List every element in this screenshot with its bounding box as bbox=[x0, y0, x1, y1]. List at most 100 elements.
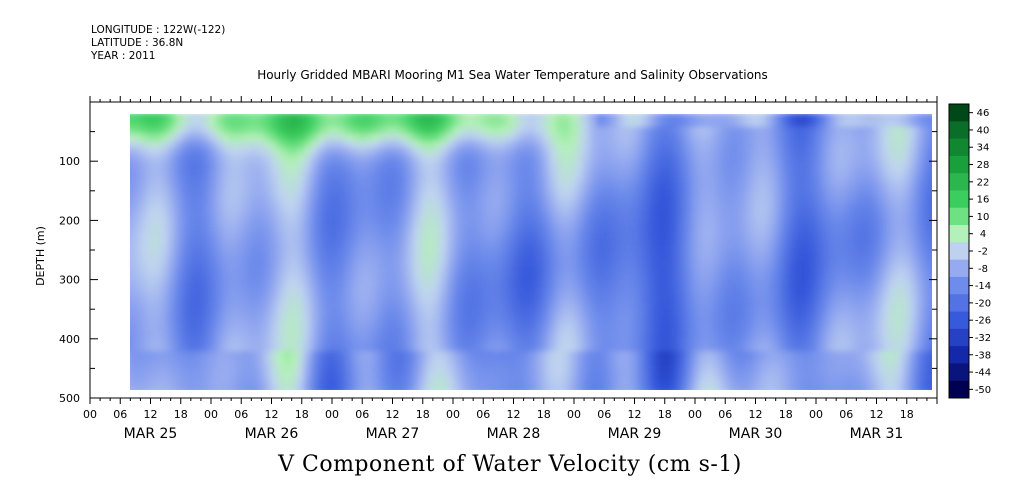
heat-cell bbox=[712, 386, 720, 390]
heat-cell bbox=[848, 168, 857, 177]
heat-cell bbox=[515, 189, 523, 198]
heat-cell bbox=[766, 351, 775, 359]
heat-cell bbox=[726, 358, 734, 367]
heat-cell bbox=[712, 175, 720, 184]
heat-cell bbox=[372, 126, 380, 135]
heat-cell bbox=[705, 351, 714, 359]
heat-cell bbox=[269, 344, 278, 352]
heat-cell bbox=[930, 114, 932, 121]
heat-cell bbox=[460, 295, 469, 303]
heat-cell bbox=[283, 372, 292, 381]
heat-cell bbox=[283, 217, 292, 226]
heat-cell bbox=[671, 161, 680, 170]
heat-cell bbox=[664, 344, 673, 352]
heat-cell bbox=[576, 238, 584, 247]
heat-cell bbox=[399, 309, 407, 317]
heat-cell bbox=[167, 295, 176, 303]
heat-cell bbox=[610, 140, 618, 149]
heat-cell bbox=[685, 386, 693, 390]
heat-cell bbox=[807, 196, 816, 205]
heat-cell bbox=[753, 365, 761, 374]
heat-cell bbox=[222, 224, 230, 233]
heat-cell bbox=[133, 330, 142, 338]
heat-cell bbox=[269, 295, 278, 303]
heat-cell bbox=[596, 119, 605, 128]
heat-cell bbox=[515, 351, 523, 359]
heat-cell bbox=[760, 323, 768, 331]
heat-cell bbox=[705, 168, 714, 177]
heat-cell bbox=[174, 140, 183, 149]
heat-cell bbox=[637, 168, 646, 177]
heat-cell bbox=[133, 274, 142, 282]
heat-cell bbox=[133, 372, 142, 381]
heat-cell bbox=[521, 379, 530, 388]
heat-cell bbox=[528, 196, 537, 205]
heat-cell bbox=[889, 238, 897, 247]
heat-cell bbox=[766, 252, 775, 261]
heat-cell bbox=[583, 274, 591, 282]
heat-cell bbox=[855, 203, 863, 212]
heat-cell bbox=[385, 259, 394, 268]
heat-cell bbox=[691, 274, 700, 282]
heat-cell bbox=[698, 372, 707, 381]
heat-cell bbox=[746, 126, 755, 135]
heat-cell bbox=[623, 302, 632, 310]
heat-cell bbox=[603, 189, 612, 198]
heat-cell bbox=[399, 266, 407, 275]
heat-cell bbox=[304, 365, 312, 374]
heat-cell bbox=[161, 168, 169, 177]
heat-cell bbox=[623, 238, 632, 247]
heat-cell bbox=[726, 386, 734, 390]
heat-cell bbox=[174, 323, 183, 331]
heat-cell bbox=[691, 182, 700, 191]
heat-cell bbox=[276, 217, 285, 226]
heat-cell bbox=[433, 161, 441, 170]
heat-cell bbox=[446, 351, 455, 359]
heat-cell bbox=[174, 259, 183, 268]
heat-cell bbox=[862, 147, 870, 156]
heat-cell bbox=[610, 161, 618, 170]
heat-cell bbox=[589, 252, 598, 261]
heat-cell bbox=[610, 196, 618, 205]
heat-cell bbox=[460, 281, 469, 289]
heat-cell bbox=[664, 154, 673, 163]
heat-cell bbox=[276, 274, 285, 282]
heat-cell bbox=[358, 133, 367, 142]
heat-cell bbox=[882, 189, 891, 198]
heat-cell bbox=[263, 330, 271, 338]
heat-cell bbox=[487, 302, 496, 310]
heat-cell bbox=[310, 147, 319, 156]
heat-cell bbox=[930, 351, 932, 359]
heat-cell bbox=[331, 147, 339, 156]
heat-cell bbox=[719, 266, 727, 275]
heat-cell bbox=[181, 217, 190, 226]
heat-cell bbox=[130, 168, 135, 177]
heat-cell bbox=[412, 196, 421, 205]
heat-cell bbox=[698, 323, 707, 331]
heat-cell bbox=[630, 365, 639, 374]
heat-cell bbox=[222, 231, 230, 240]
heat-cell bbox=[269, 119, 278, 128]
heat-cell bbox=[807, 203, 816, 212]
heat-cell bbox=[406, 295, 414, 303]
heat-cell bbox=[691, 330, 700, 338]
heat-cell bbox=[515, 161, 523, 170]
heat-cell bbox=[120, 372, 128, 380]
heat-cell bbox=[460, 126, 469, 135]
heat-cell bbox=[644, 323, 652, 331]
heat-cell bbox=[487, 245, 496, 254]
heat-cell bbox=[617, 259, 625, 268]
heat-cell bbox=[882, 295, 891, 303]
heat-cell bbox=[344, 147, 353, 156]
heat-cell bbox=[868, 203, 877, 212]
heat-cell bbox=[848, 245, 857, 254]
heat-cell bbox=[406, 126, 414, 135]
heat-cell bbox=[283, 379, 292, 388]
heat-cell bbox=[555, 337, 564, 345]
heat-cell bbox=[521, 119, 530, 128]
heat-cell bbox=[589, 161, 598, 170]
heat-cell bbox=[378, 182, 387, 191]
heat-cell bbox=[154, 323, 162, 331]
heat-cell bbox=[753, 182, 761, 191]
heat-cell bbox=[732, 154, 741, 163]
